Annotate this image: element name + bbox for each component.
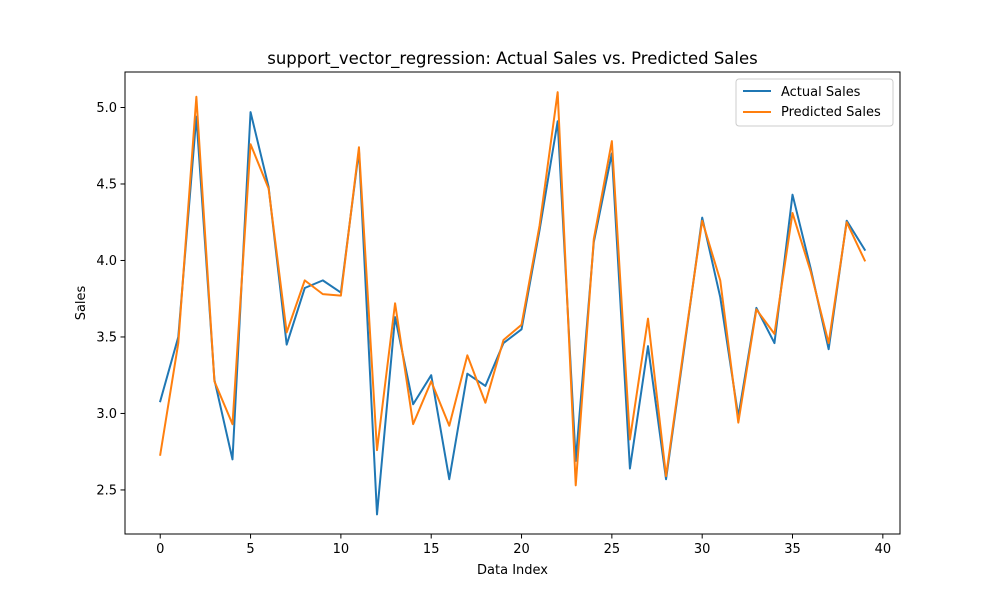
y-tick-label: 3.5 (96, 330, 117, 345)
plot-area-frame (124, 71, 901, 535)
legend-label-actual-sales: Actual Sales (781, 85, 861, 100)
legend: Actual Sales Predicted Sales (735, 78, 894, 127)
x-tick-label: 30 (694, 542, 711, 557)
x-tick-label: 35 (784, 542, 801, 557)
y-tick-label: 5.0 (96, 101, 117, 116)
x-tick-label: 40 (875, 542, 892, 557)
series-line-predicted-sales (159, 91, 867, 487)
x-tick-label: 25 (604, 542, 621, 557)
legend-label-predicted-sales: Predicted Sales (781, 105, 881, 120)
series-layer (158, 91, 867, 516)
x-tick-label: 20 (513, 542, 530, 557)
x-axis-label: Data Index (477, 563, 548, 578)
x-axis: 0 5 10 15 20 25 30 35 40 (156, 534, 891, 557)
x-tick-label: 15 (423, 542, 440, 557)
y-tick-label: 4.5 (96, 177, 117, 192)
x-tick-label: 10 (333, 542, 350, 557)
chart-title: support_vector_regression: Actual Sales … (267, 49, 758, 69)
y-axis-label: Sales (74, 285, 89, 320)
legend-frame (735, 78, 894, 127)
x-tick-label: 0 (156, 542, 164, 557)
y-tick-label: 4.0 (96, 254, 117, 269)
y-tick-label: 2.5 (96, 483, 117, 498)
x-tick-label: 5 (246, 542, 254, 557)
y-tick-label: 3.0 (96, 407, 117, 422)
y-axis: 2.5 3.0 3.5 4.0 4.5 5.0 (96, 101, 125, 498)
